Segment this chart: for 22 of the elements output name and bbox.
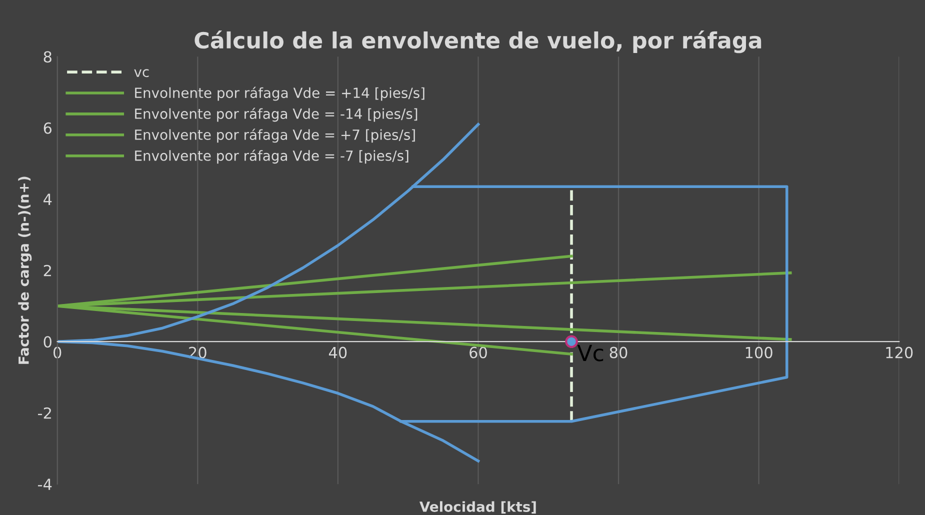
legend-label: vc (134, 69, 149, 78)
annotation: Vc (577, 344, 604, 362)
y-tick-label: 6 (44, 122, 52, 134)
x-tick-label: 80 (610, 346, 628, 358)
legend-label: Envolvente por ráfaga Vde = -7 [pies/s] (135, 150, 408, 164)
y-tick-label: 8 (44, 51, 52, 63)
y-axis-title: Factor de carga (n-)(n+) (18, 176, 32, 364)
x-tick-label: 100 (746, 346, 772, 358)
x-tick-label: 120 (886, 346, 913, 358)
y-tick-label: 2 (44, 264, 51, 276)
chart-title: Cálculo de la envolvente de vuelo, por ráfaga (194, 30, 762, 54)
x-tick-label: 40 (328, 346, 347, 358)
legend-label: Envolvente por ráfaga Vde = +7 [pies/s] (135, 128, 415, 143)
y-tick-label: 0 (44, 336, 52, 348)
y-tick-label: 4 (44, 194, 52, 205)
legend-label: Envolvente por ráfaga Vde = -14 [pies/s] (135, 108, 418, 122)
y-tick-label: -2 (38, 407, 51, 419)
x-tick-label: 60 (470, 346, 487, 358)
x-tick-label: 0 (53, 346, 62, 358)
legend-label: Envolnente por ráfaga Vde = +14 [pies/s] (135, 86, 424, 101)
x-axis-title: Velocidad [kts] (419, 501, 536, 514)
y-tick-label: -4 (38, 478, 52, 490)
